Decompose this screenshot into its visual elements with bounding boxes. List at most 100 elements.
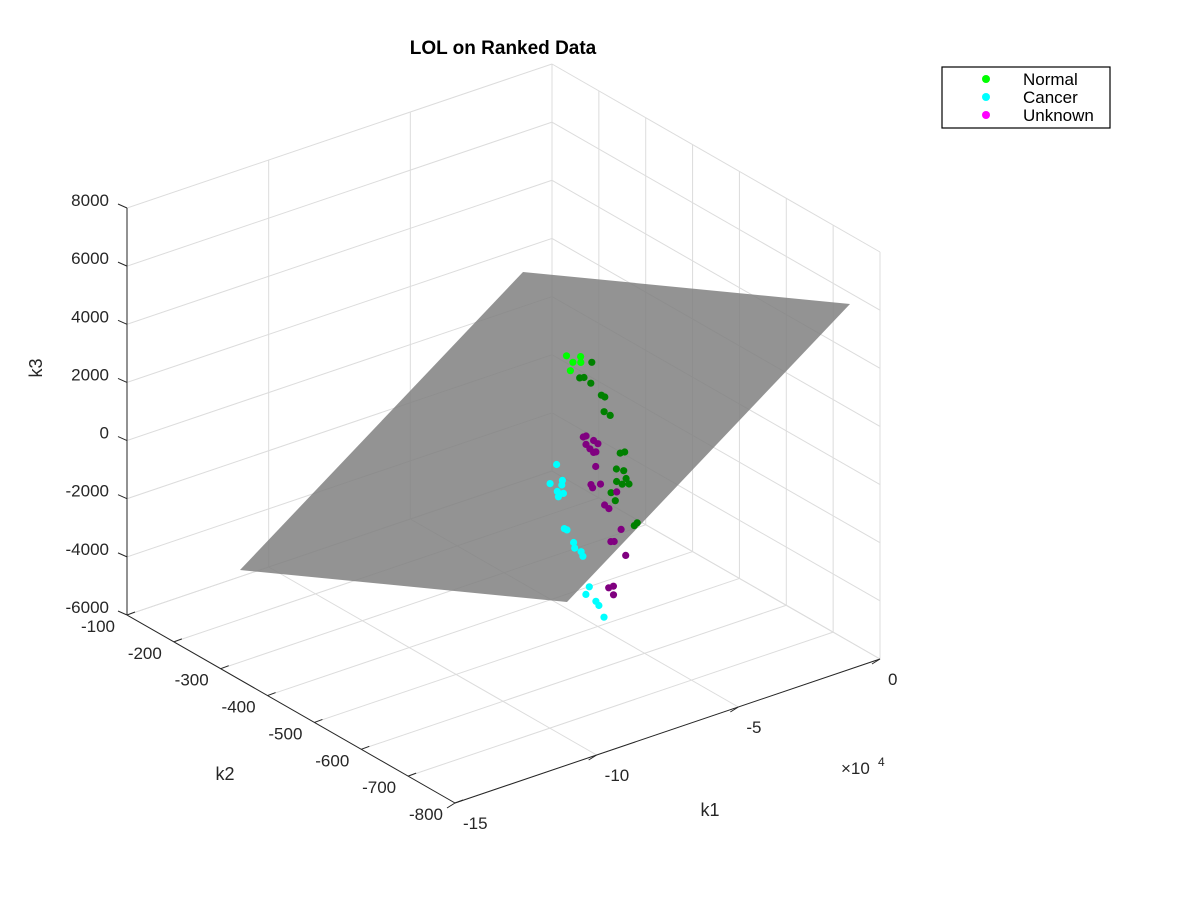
- x-axis-label: k1: [700, 800, 719, 820]
- x-tick-mark: [730, 706, 739, 713]
- data-point-normal: [562, 352, 571, 360]
- x-tick-label: -10: [605, 766, 630, 785]
- data-point-unknown: [596, 480, 605, 488]
- z-tick-mark: [117, 610, 128, 616]
- z-tick-label: 8000: [71, 191, 109, 210]
- data-point-unknown: [592, 462, 600, 471]
- data-point-unknown: [594, 440, 602, 448]
- y-axis-label: k2: [215, 764, 234, 784]
- grid-line: [268, 566, 597, 756]
- data-point-normal: [580, 373, 588, 382]
- data-point-normal: [607, 489, 615, 497]
- data-point-normal: [606, 411, 614, 419]
- y-tick-mark: [220, 665, 229, 670]
- x-exponent-base: ×10: [841, 759, 870, 778]
- z-tick-mark: [117, 319, 128, 325]
- legend-box: [941, 66, 1111, 129]
- data-point-unknown: [609, 591, 618, 599]
- data-point-normal: [588, 358, 596, 366]
- y-tick-label: -500: [268, 724, 302, 743]
- tick-labels: -15 -10 -5 0 -100 -200 -300 -400 -500 -600 -700 -80…: [66, 191, 898, 833]
- data-point-cancer: [559, 489, 568, 497]
- lol-projection-plane: [240, 272, 850, 602]
- data-point-normal: [600, 408, 608, 416]
- z-tick-mark: [117, 203, 128, 209]
- data-point-unknown: [613, 488, 621, 496]
- y-tick-mark: [407, 772, 417, 777]
- grid-line: [407, 631, 834, 777]
- data-point-normal: [613, 477, 621, 486]
- data-point-normal: [633, 519, 641, 527]
- grid-line: [126, 63, 553, 209]
- legend-marker-unknown: [982, 111, 990, 119]
- data-point-cancer: [571, 544, 579, 552]
- z-tick-mark: [117, 261, 128, 267]
- y-tick-mark: [314, 718, 323, 723]
- data-point-normal: [620, 467, 628, 475]
- data-point-cancer: [546, 480, 554, 488]
- x-tick-label: -5: [746, 718, 761, 737]
- data-point-unknown: [622, 551, 630, 560]
- data-point-unknown: [609, 582, 618, 590]
- data-point-cancer: [579, 552, 587, 560]
- data-point-normal: [587, 379, 595, 387]
- data-point-cancer: [595, 601, 603, 610]
- z-tick-label: 4000: [71, 307, 109, 326]
- y-tick-label: -200: [128, 644, 162, 663]
- axes-box: [117, 203, 881, 809]
- y-tick-label: -400: [222, 698, 256, 717]
- legend-label-unknown: Unknown: [1023, 106, 1094, 125]
- data-point-normal: [621, 448, 629, 456]
- data-point-unknown: [589, 484, 597, 492]
- x-tick-mark: [446, 802, 456, 809]
- y-tick-mark: [361, 745, 370, 750]
- y-tick-label: -800: [409, 805, 443, 824]
- z-tick-label: 0: [100, 424, 109, 443]
- grid-line: [551, 121, 881, 311]
- y-tick-label: -700: [362, 778, 396, 797]
- grid-line: [361, 604, 787, 750]
- z-tick-mark: [117, 377, 128, 383]
- grid-line: [267, 551, 693, 697]
- data-point-normal: [577, 353, 585, 361]
- grid-line: [126, 237, 553, 383]
- data-point-unknown: [605, 505, 613, 513]
- z-axis-label: k3: [26, 358, 46, 377]
- projection-plane-surface: [240, 272, 850, 602]
- x-tick-mark: [588, 754, 597, 761]
- grid-line: [126, 121, 553, 267]
- data-point-unknown: [617, 525, 625, 534]
- grid-line: [551, 63, 881, 253]
- data-point-unknown: [582, 432, 590, 440]
- z-tick-mark: [117, 552, 128, 558]
- legend: Normal Cancer Unknown: [941, 66, 1111, 129]
- data-point-cancer: [570, 538, 578, 547]
- y-tick-mark: [267, 692, 276, 697]
- x-axis-line: [454, 658, 881, 804]
- data-point-cancer: [582, 590, 590, 599]
- chart-title: LOL on Ranked Data: [410, 38, 597, 59]
- data-point-normal: [611, 497, 619, 505]
- data-point-normal: [612, 465, 621, 473]
- x-tick-label: -15: [463, 814, 488, 833]
- data-point-cancer: [553, 460, 561, 469]
- y-tick-mark: [454, 799, 464, 804]
- z-tick-mark: [117, 494, 128, 500]
- y-axis-line: [126, 614, 456, 804]
- data-point-cancer: [600, 613, 608, 621]
- legend-label-cancer: Cancer: [1023, 88, 1078, 107]
- data-point-cancer: [553, 487, 561, 495]
- data-point-cancer: [558, 476, 567, 484]
- data-point-normal: [597, 391, 606, 399]
- x-tick-mark: [871, 658, 881, 665]
- data-point-unknown: [590, 448, 598, 456]
- z-tick-label: -2000: [66, 482, 109, 501]
- data-point-normal: [566, 367, 575, 375]
- grid-line: [126, 179, 553, 325]
- data-point-cancer: [585, 583, 593, 591]
- y-tick-mark: [173, 638, 183, 643]
- scatter-points: [546, 352, 641, 621]
- legend-label-normal: Normal: [1023, 70, 1078, 89]
- data-point-normal: [618, 480, 626, 488]
